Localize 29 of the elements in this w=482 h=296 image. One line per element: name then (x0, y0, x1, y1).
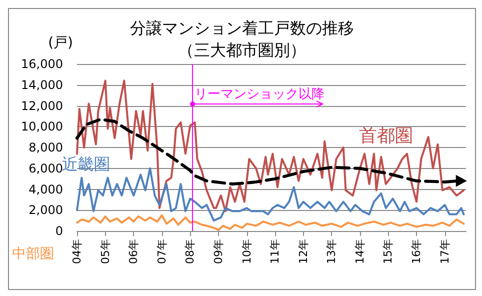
chart-title: 分譲マンション着工戸数の推移 (130, 18, 354, 38)
x-tick-label: 14年 (353, 239, 366, 264)
y-tick-label: 16,000 (21, 57, 63, 71)
x-tick-label: 16年 (410, 239, 424, 264)
chart-subtitle: （三大都市圏別） (178, 40, 306, 60)
x-tick-label: 15年 (382, 239, 395, 264)
series-label: 首都圏 (359, 126, 413, 146)
x-tick-label: 17年 (438, 239, 452, 264)
x-tick-label: 10年 (240, 239, 254, 264)
y-axis-title: (戸) (48, 35, 73, 51)
y-tick-label: 0 (55, 224, 63, 238)
x-tick-label: 08年 (184, 239, 197, 264)
y-tick-label: 6,000 (28, 161, 63, 176)
text: 中部圏 (12, 246, 54, 262)
x-tick-label: 09年 (212, 239, 226, 264)
y-tick-label: 2,000 (28, 203, 63, 218)
ref-line-label: リーマンショック以降 (194, 87, 325, 102)
y-tick-label: 4,000 (28, 182, 63, 196)
x-tick-label: 05年 (98, 239, 112, 264)
y-tick-label: 12,000 (21, 98, 63, 113)
x-tick-label: 12年 (296, 239, 310, 264)
x-tick-label: 04年 (70, 239, 84, 264)
x-tick-label: 07年 (155, 239, 168, 264)
y-tick-label: 14,000 (21, 78, 63, 92)
x-tick-label: 11年 (268, 239, 282, 264)
y-tick-label: 10,000 (21, 120, 63, 134)
y-tick-label: 8,000 (28, 140, 63, 154)
x-tick-label: 13年 (325, 239, 338, 264)
x-tick-label: 06年 (127, 239, 140, 264)
